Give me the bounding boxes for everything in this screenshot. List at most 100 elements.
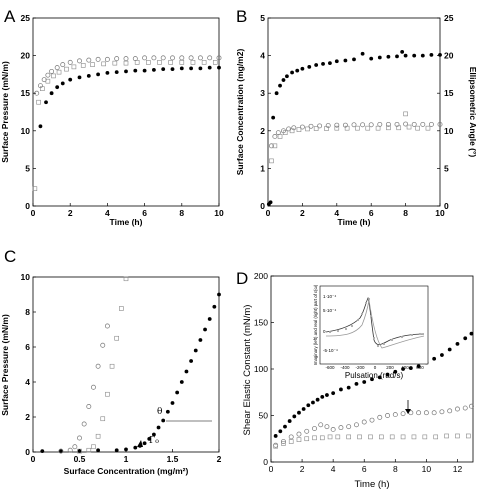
x-tick-label: 8 bbox=[393, 464, 398, 474]
panel-d-ylabel: Shear Elastic Constant (mN/m) bbox=[242, 305, 253, 436]
data-point-open-square bbox=[36, 99, 41, 105]
data-point-open-circle bbox=[86, 57, 92, 63]
data-point-open-square bbox=[289, 128, 295, 134]
data-point-open-square bbox=[64, 66, 69, 72]
data-point-open-square bbox=[168, 60, 173, 65]
data-point-open-square bbox=[134, 60, 140, 65]
data-point-open-circle bbox=[462, 405, 468, 411]
inset-data-point bbox=[350, 324, 354, 328]
data-point-filled-circle bbox=[207, 317, 212, 321]
data-point-filled-circle bbox=[311, 400, 315, 405]
data-point-open-circle bbox=[400, 411, 406, 417]
data-point-open-circle bbox=[354, 422, 359, 428]
data-point-open-circle bbox=[72, 444, 78, 450]
inset-markers bbox=[328, 297, 422, 348]
x-tick-label: 6 bbox=[362, 464, 367, 474]
panel-d: D 0 2 4 6 8 10 12 0 50 100 150 200 Time (h) Shear E… bbox=[236, 269, 474, 490]
data-point-open-circle bbox=[67, 59, 73, 65]
data-point-filled-circle bbox=[274, 91, 279, 96]
data-point-open-circle bbox=[368, 122, 374, 128]
data-point-open-square bbox=[296, 127, 302, 132]
data-point-filled-circle bbox=[354, 381, 359, 386]
data-point-open-circle bbox=[197, 55, 203, 61]
data-point-open-square bbox=[123, 60, 129, 66]
x-tick-label: 1.5 bbox=[167, 454, 179, 464]
data-point-filled-circle bbox=[212, 304, 217, 309]
data-point-open-square bbox=[433, 434, 439, 440]
data-point-filled-circle bbox=[328, 61, 332, 66]
data-point-filled-circle bbox=[55, 85, 60, 90]
x-tick-label: 12 bbox=[453, 464, 463, 474]
data-point-open-circle bbox=[324, 424, 330, 430]
data-point-open-circle bbox=[114, 56, 120, 62]
data-point-open-circle bbox=[123, 56, 129, 62]
y-tick-label: 20 bbox=[21, 51, 31, 61]
data-point-filled-circle bbox=[343, 58, 348, 63]
data-point-filled-circle bbox=[68, 77, 73, 82]
data-point-open-square bbox=[269, 158, 274, 164]
data-point-open-circle bbox=[216, 55, 222, 61]
y-tick-label: 50 bbox=[259, 411, 269, 421]
y-right-tick-label: 10 bbox=[444, 126, 454, 136]
data-point-open-square bbox=[344, 125, 350, 131]
inset-data-point bbox=[418, 332, 422, 336]
data-point-open-circle bbox=[81, 421, 87, 427]
data-point-open-square bbox=[80, 63, 86, 68]
data-point-filled-circle bbox=[469, 331, 474, 336]
panel-c-data bbox=[40, 276, 221, 454]
data-point-open-circle bbox=[67, 447, 73, 453]
y-tick-label: 150 bbox=[254, 318, 268, 328]
y-tick-label: 200 bbox=[254, 271, 268, 281]
inset-data-point bbox=[369, 314, 373, 318]
data-point-open-circle bbox=[151, 55, 157, 61]
data-point-open-square bbox=[109, 363, 115, 369]
data-point-open-square bbox=[365, 125, 371, 131]
panel-b-ylabel-right: Ellipsometric Angle (°) bbox=[468, 67, 477, 158]
data-point-filled-circle bbox=[290, 70, 294, 75]
data-point-open-circle bbox=[100, 342, 106, 348]
inset-data-point bbox=[364, 301, 368, 305]
data-point-filled-circle bbox=[401, 367, 405, 371]
x-tick-label: 2 bbox=[217, 454, 222, 464]
y-tick-label: 5 bbox=[260, 13, 265, 23]
data-point-open-square bbox=[396, 125, 402, 131]
inset-data-point bbox=[400, 335, 404, 339]
data-point-open-square bbox=[368, 434, 373, 440]
data-point-open-circle bbox=[468, 403, 474, 409]
data-point-open-square bbox=[51, 73, 56, 79]
y-tick-label: 8 bbox=[25, 307, 30, 317]
y-tick-label: 0 bbox=[260, 201, 265, 211]
data-point-open-square bbox=[444, 433, 449, 439]
data-point-filled-circle bbox=[189, 66, 194, 71]
x-tick-label: 10 bbox=[422, 464, 432, 474]
data-point-filled-circle bbox=[114, 70, 119, 75]
y-tick-label: 4 bbox=[260, 51, 265, 61]
y-tick-label: 10 bbox=[21, 126, 31, 136]
data-point-open-square bbox=[201, 60, 207, 65]
data-point-open-circle bbox=[95, 56, 101, 62]
data-point-open-square bbox=[71, 64, 77, 70]
data-point-open-square bbox=[379, 434, 384, 440]
data-point-open-circle bbox=[104, 323, 110, 329]
x-tick-label: 1 bbox=[124, 454, 129, 464]
inset-x-tick-label: -200 bbox=[355, 365, 365, 370]
data-point-filled-circle bbox=[114, 448, 119, 453]
data-point-filled-circle bbox=[352, 57, 356, 62]
data-point-open-circle bbox=[377, 414, 383, 420]
inset-x-tick-label: 0 bbox=[374, 365, 377, 370]
x-tick-label: 10 bbox=[214, 208, 224, 218]
data-point-filled-circle bbox=[189, 359, 194, 363]
inset-data-point bbox=[356, 318, 360, 322]
data-point-open-square bbox=[282, 130, 288, 135]
x-tick-label: 4 bbox=[105, 208, 110, 218]
data-point-filled-circle bbox=[300, 66, 305, 71]
data-point-filled-circle bbox=[59, 449, 63, 454]
data-point-open-circle bbox=[188, 55, 194, 61]
data-point-filled-circle bbox=[124, 69, 128, 74]
data-point-filled-circle bbox=[268, 200, 273, 205]
data-point-open-circle bbox=[385, 413, 390, 418]
data-point-open-square bbox=[95, 433, 101, 439]
panel-c-gamma-label: Γ₀ bbox=[149, 436, 159, 446]
y-tick-label: 6 bbox=[25, 342, 30, 352]
